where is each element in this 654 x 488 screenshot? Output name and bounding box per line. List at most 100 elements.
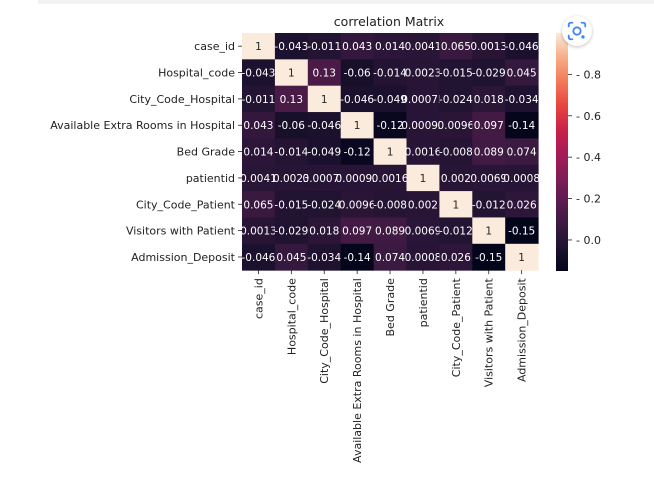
heatmap-cell-label-2-8: -0.034	[505, 94, 539, 106]
heatmap-cell-label-7-3: 0.097	[342, 226, 372, 238]
heatmap-cell-0-4	[373, 33, 407, 60]
col-label-0: case_id	[252, 278, 265, 319]
heatmap-cell-8-1	[274, 243, 309, 271]
heatmap-cell-label-8-4: 0.074	[375, 252, 405, 264]
heatmap-cell-7-6	[439, 217, 473, 245]
colorbar-tick-label-2: - 0.4	[576, 151, 601, 164]
heatmap-cell-label-3-7: 0.097	[474, 120, 504, 132]
heatmap-cell-8-4	[373, 243, 407, 271]
heatmap-cell-5-8	[505, 164, 539, 192]
heatmap-cell-label-5-5: 1	[420, 173, 427, 185]
heatmap-cell-8-5	[406, 243, 440, 271]
heatmap-cell-7-3	[340, 217, 375, 245]
row-label-1: Hospital_code	[158, 67, 235, 80]
col-label-4: Bed Grade	[384, 278, 397, 337]
heatmap-cell-7-1	[274, 217, 309, 245]
heatmap-cell-label-8-1: 0.045	[276, 252, 306, 264]
heatmap-cell-label-6-3: 0.0096	[339, 199, 376, 211]
heatmap-cell-label-6-0: 0.065	[243, 199, 273, 211]
google-lens-button[interactable]	[562, 16, 592, 46]
heatmap-cell-label-7-4: 0.089	[375, 226, 405, 238]
heatmap-cell-label-6-4: -0.008	[373, 199, 407, 211]
heatmap-cell-0-7	[472, 33, 506, 60]
heatmap-cell-6-5	[406, 191, 440, 218]
heatmap-cell-1-6	[439, 59, 473, 87]
heatmap-cell-4-2	[307, 138, 342, 166]
heatmap-cell-label-7-2: 0.018	[309, 226, 339, 238]
col-label-3: Available Extra Rooms in Hospital	[351, 278, 364, 463]
heatmap-cell-1-0	[242, 59, 276, 87]
heatmap-cell-label-3-6: 0.0096	[437, 120, 474, 132]
heatmap-cell-label-8-0: -0.046	[242, 252, 276, 264]
heatmap-cell-label-3-8: -0.14	[508, 120, 535, 132]
heatmap-cells: 1 -0.043 -0.011 0.043 0.014 0.0041 0.065 0.0013…	[240, 33, 540, 271]
heatmap-cell-3-2	[307, 112, 342, 139]
heatmap-cell-3-6	[439, 112, 473, 139]
colorbar: - 0.0 - 0.2 - 0.4 - 0.6 - 0.8	[556, 33, 601, 271]
heatmap-cell-label-0-5: 0.0041	[405, 41, 442, 53]
heatmap-cell-label-1-5: 0.0023	[405, 68, 442, 80]
heatmap-cell-label-4-1: -0.014	[274, 147, 308, 159]
heatmap-cell-label-1-3: -0.06	[344, 68, 371, 80]
heatmap-cell-6-6	[439, 191, 473, 218]
heatmap-cell-label-0-8: -0.046	[505, 41, 539, 53]
row-label-8: Admission_Deposit	[131, 251, 236, 264]
heatmap-cell-label-2-2: 1	[321, 94, 328, 106]
heatmap-cell-5-4	[373, 164, 407, 192]
row-label-3: Available Extra Rooms in Hospital	[50, 119, 235, 132]
heatmap-cell-6-8	[505, 191, 539, 218]
colorbar-tick-label-0: - 0.0	[576, 234, 601, 247]
heatmap-cell-2-4	[373, 85, 407, 113]
heatmap-cell-label-2-3: -0.046	[340, 94, 374, 106]
heatmap-cell-2-1	[274, 85, 309, 113]
heatmap-cell-1-8	[505, 59, 539, 87]
heatmap-cell-label-8-8: 1	[518, 252, 525, 264]
heatmap-cell-label-4-7: 0.089	[474, 147, 504, 159]
heatmap-cell-label-0-0: 1	[255, 41, 262, 53]
heatmap-cell-5-5	[406, 164, 440, 192]
heatmap-cell-0-0	[242, 33, 276, 60]
page-top-band	[38, 0, 654, 4]
col-label-2: City_Code_Hospital	[318, 278, 331, 384]
heatmap-axis-labels: case_id Hospital_code City_Code_Hospital Av…	[50, 40, 528, 463]
heatmap-cell-5-7	[472, 164, 506, 192]
heatmap-cell-label-4-4: 1	[387, 147, 394, 159]
heatmap-cell-label-2-4: -0.049	[373, 94, 407, 106]
row-label-5: patientid	[186, 172, 235, 185]
heatmap-cell-6-2	[307, 191, 342, 218]
row-label-6: City_Code_Patient	[136, 198, 236, 211]
heatmap-cell-label-6-2: -0.024	[307, 199, 341, 211]
heatmap-cell-0-5	[406, 33, 440, 60]
row-label-4: Bed Grade	[177, 146, 236, 159]
colorbar-gradient	[556, 33, 568, 271]
heatmap-cell-label-2-6: -0.024	[439, 94, 473, 106]
heatmap-cell-1-2	[307, 59, 342, 87]
heatmap-cell-7-2	[307, 217, 342, 245]
colorbar-tick-label-1: - 0.2	[576, 193, 601, 206]
heatmap-cell-0-2	[307, 33, 342, 60]
heatmap-cell-0-3	[340, 33, 375, 60]
heatmap-cell-1-4	[373, 59, 407, 87]
heatmap-cell-label-0-7: 0.0013	[470, 41, 507, 53]
heatmap-cell-6-0	[242, 191, 276, 218]
heatmap-cell-label-5-3: 0.00092	[335, 173, 378, 185]
heatmap-cell-8-8	[505, 243, 539, 271]
heatmap-cell-8-0	[242, 243, 276, 271]
heatmap-cell-label-4-5: 0.0016	[405, 147, 442, 159]
heatmap-cell-label-6-1: -0.015	[274, 199, 308, 211]
heatmap-cell-label-0-6: 0.065	[441, 41, 471, 53]
heatmap-cell-label-3-4: -0.12	[376, 120, 403, 132]
heatmap-cell-8-3	[340, 243, 375, 271]
heatmap-cell-7-4	[373, 217, 407, 245]
heatmap-cell-label-1-7: -0.029	[472, 68, 506, 80]
heatmap-cell-5-6	[439, 164, 473, 192]
heatmap-cell-label-5-4: 0.0016	[372, 173, 409, 185]
heatmap-cell-5-1	[274, 164, 309, 192]
heatmap-cell-label-7-6: -0.012	[439, 226, 473, 238]
heatmap-cell-0-8	[505, 33, 539, 60]
col-label-5: patientid	[417, 278, 430, 327]
heatmap-cell-label-0-1: -0.043	[274, 41, 308, 53]
heatmap-cell-2-7	[472, 85, 506, 113]
heatmap-cell-2-3	[340, 85, 375, 113]
